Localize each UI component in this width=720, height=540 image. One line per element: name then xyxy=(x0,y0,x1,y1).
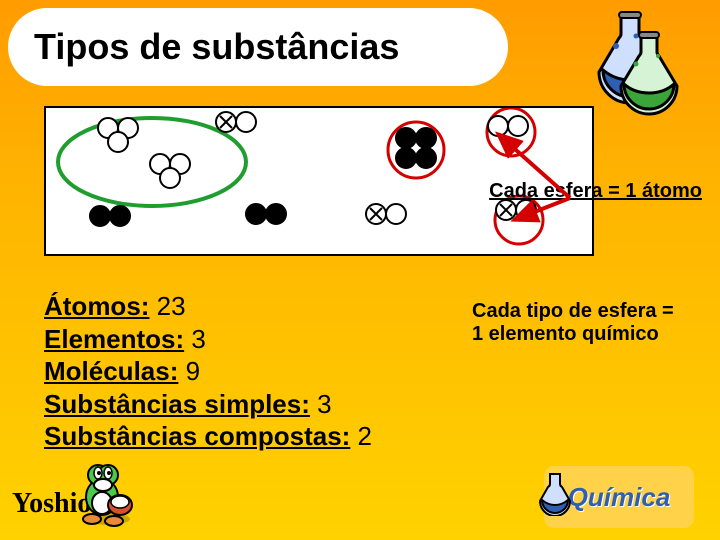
stat-elementos-label: Elementos: xyxy=(44,324,184,354)
callout-sphere-atom: Cada esfera = 1 átomo xyxy=(489,180,702,203)
stat-moleculas-label: Moléculas: xyxy=(44,356,178,386)
title-area: Tipos de substâncias xyxy=(8,8,508,86)
slide-title: Tipos de substâncias xyxy=(34,26,399,68)
slide-root: Tipos de substâncias Cada esfera = 1 áto… xyxy=(0,0,720,540)
stat-elementos-value: 3 xyxy=(184,324,206,354)
stat-simples-label: Substâncias simples: xyxy=(44,389,310,419)
callout-type-line2: 1 elemento químico xyxy=(472,323,659,345)
callout-type-element: Cada tipo de esfera = 1 elemento químico xyxy=(472,300,702,346)
stats-block: Átomos: 23 Elementos: 3 Moléculas: 9 Sub… xyxy=(44,290,414,453)
stat-atomos-label: Átomos: xyxy=(44,291,149,321)
stat-simples: Substâncias simples: 3 xyxy=(44,388,414,421)
stat-compostas-label: Substâncias compostas: xyxy=(44,421,350,451)
stat-compostas: Substâncias compostas: 2 xyxy=(44,420,414,453)
stat-simples-value: 3 xyxy=(310,389,332,419)
stat-atomos-value: 23 xyxy=(149,291,185,321)
footer-tab: Química xyxy=(544,466,694,528)
stat-moleculas-value: 9 xyxy=(178,356,200,386)
footer-label: Química xyxy=(568,482,671,513)
yoshi-icon xyxy=(72,457,144,534)
stat-atomos: Átomos: 23 xyxy=(44,290,414,323)
stat-compostas-value: 2 xyxy=(350,421,372,451)
callout-type-line1: Cada tipo de esfera = xyxy=(472,300,674,322)
stat-elementos: Elementos: 3 xyxy=(44,323,414,356)
stat-moleculas: Moléculas: 9 xyxy=(44,355,414,388)
flask-icon xyxy=(566,6,696,116)
